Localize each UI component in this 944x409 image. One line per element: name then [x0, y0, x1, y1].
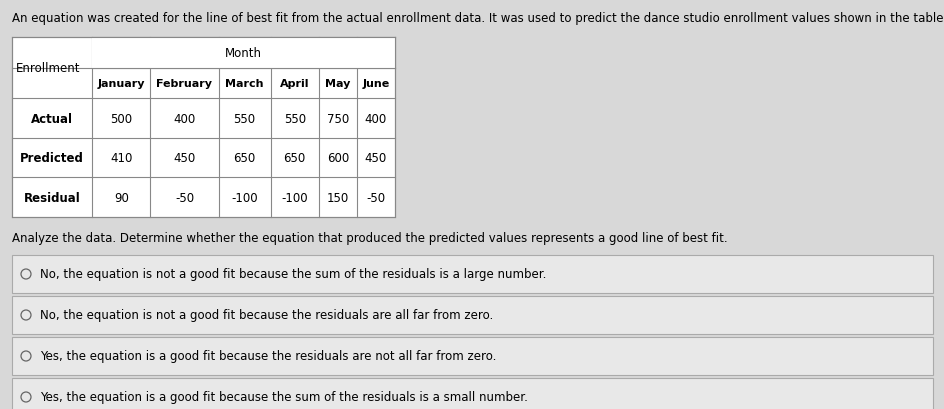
Bar: [12, 378, 932, 409]
Bar: [93, 38, 395, 69]
Text: 500: 500: [110, 112, 132, 126]
Text: Month: Month: [225, 47, 261, 60]
Bar: [12, 296, 932, 334]
Text: 450: 450: [364, 152, 387, 165]
Text: Yes, the equation is a good fit because the residuals are not all far from zero.: Yes, the equation is a good fit because …: [40, 350, 496, 363]
Text: 650: 650: [283, 152, 306, 165]
Text: An equation was created for the line of best fit from the actual enrollment data: An equation was created for the line of …: [12, 12, 944, 25]
Text: No, the equation is not a good fit because the sum of the residuals is a large n: No, the equation is not a good fit becau…: [40, 268, 546, 281]
Text: June: June: [362, 79, 389, 89]
Bar: [12, 255, 932, 293]
Text: 400: 400: [364, 112, 387, 126]
Text: 600: 600: [327, 152, 348, 165]
Text: 650: 650: [233, 152, 256, 165]
Text: 400: 400: [173, 112, 195, 126]
Text: May: May: [325, 79, 350, 89]
Text: 450: 450: [173, 152, 195, 165]
Text: April: April: [279, 79, 310, 89]
Text: 150: 150: [327, 191, 348, 204]
Text: Residual: Residual: [24, 191, 80, 204]
Text: Predicted: Predicted: [20, 152, 84, 165]
Text: 550: 550: [283, 112, 306, 126]
Text: 410: 410: [110, 152, 132, 165]
Text: 750: 750: [327, 112, 348, 126]
Text: January: January: [97, 79, 144, 89]
Text: -100: -100: [281, 191, 308, 204]
Text: 550: 550: [233, 112, 256, 126]
Text: Yes, the equation is a good fit because the sum of the residuals is a small numb: Yes, the equation is a good fit because …: [40, 391, 528, 404]
Text: -50: -50: [175, 191, 194, 204]
Bar: [12, 337, 932, 375]
Text: March: March: [225, 79, 263, 89]
Text: Enrollment: Enrollment: [16, 62, 80, 75]
Text: -100: -100: [231, 191, 258, 204]
Text: February: February: [157, 79, 212, 89]
Text: 90: 90: [113, 191, 128, 204]
Text: No, the equation is not a good fit because the residuals are all far from zero.: No, the equation is not a good fit becau…: [40, 309, 493, 322]
Text: -50: -50: [366, 191, 385, 204]
Text: Analyze the data. Determine whether the equation that produced the predicted val: Analyze the data. Determine whether the …: [12, 231, 727, 245]
Text: Actual: Actual: [31, 112, 73, 126]
Bar: [12, 38, 395, 218]
